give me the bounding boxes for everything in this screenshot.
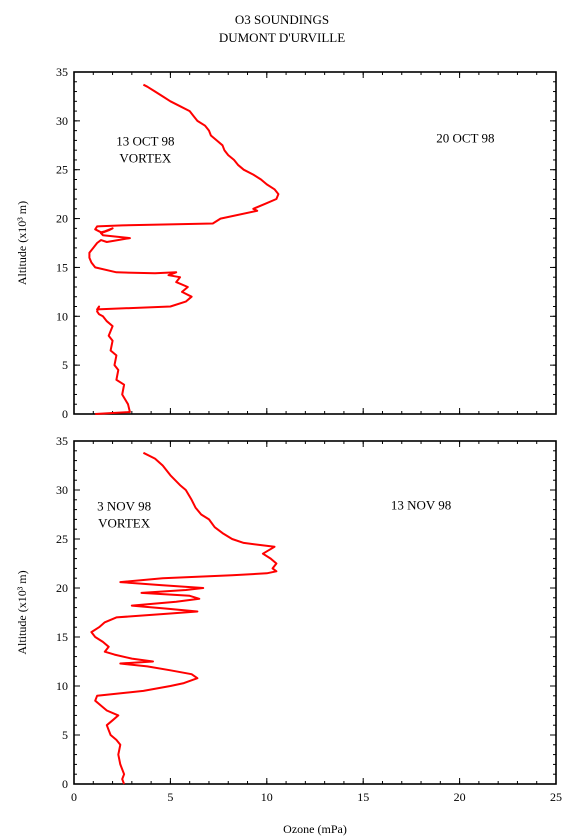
x-tick-label: 0 xyxy=(71,790,77,804)
x-axis-label: Ozone (mPa) xyxy=(283,822,347,836)
x-tick-label: 25 xyxy=(550,790,562,804)
top-panel: 0 5 10 15 20 25 30 35 Altitude (x10³ m) 13 OCT 98… xyxy=(15,65,557,421)
y-tick-label: 5 xyxy=(62,728,68,742)
y-tick-label: 35 xyxy=(56,434,68,448)
y-tick-label: 15 xyxy=(56,260,68,274)
x-tick-label: 10 xyxy=(261,790,273,804)
ozone-profile-line xyxy=(90,451,278,785)
y-tick-label: 30 xyxy=(56,483,68,497)
y-axis-label: Altitude (x10³ m) xyxy=(15,570,29,654)
y-tick-label: 30 xyxy=(56,114,68,128)
x-tick-label: 5 xyxy=(167,790,173,804)
y-tick-label: 10 xyxy=(56,679,68,693)
y-tick-label: 20 xyxy=(56,212,68,226)
y-tick-label: 25 xyxy=(56,532,68,546)
y-tick-label: 15 xyxy=(56,630,68,644)
plot-frame xyxy=(73,71,557,415)
plot-frame xyxy=(73,440,557,785)
y-tick-label: 10 xyxy=(56,309,68,323)
x-tick-label: 15 xyxy=(357,790,369,804)
bottom-panel: 0 5 10 15 20 25 0 5 10 15 20 25 30 35 Altitude (x10³ m… xyxy=(15,434,562,804)
figure-title-line-1: O3 SOUNDINGS xyxy=(235,12,329,27)
y-tick-label: 25 xyxy=(56,163,68,177)
panel-annotation: 13 NOV 98 xyxy=(391,498,451,513)
y-tick-label: 0 xyxy=(62,777,68,791)
y-tick-label: 20 xyxy=(56,581,68,595)
panel-annotation: 3 NOV 98 VORTEX xyxy=(97,499,151,531)
x-tick-label: 20 xyxy=(454,790,466,804)
y-axis-label: Altitude (x10³ m) xyxy=(15,201,29,285)
ozone-profile-line xyxy=(88,83,280,415)
y-tick-label: 0 xyxy=(62,407,68,421)
panel-annotation: 13 OCT 98 VORTEX xyxy=(116,133,174,165)
y-tick-label: 35 xyxy=(56,65,68,79)
y-tick-label: 5 xyxy=(62,358,68,372)
panel-annotation: 20 OCT 98 xyxy=(436,130,494,145)
figure-title-line-2: DUMONT D'URVILLE xyxy=(219,30,345,45)
